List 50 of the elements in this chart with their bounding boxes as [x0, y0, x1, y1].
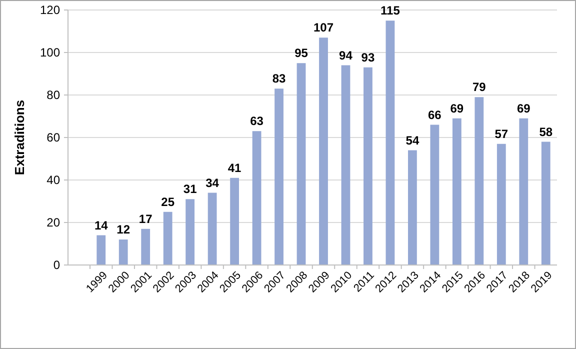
y-axis-title: Extraditions — [12, 100, 27, 176]
data-label: 17 — [138, 212, 153, 226]
bar — [341, 65, 350, 265]
bar — [408, 150, 417, 265]
bar — [274, 88, 284, 265]
data-label: 93 — [361, 50, 375, 64]
y-tick-label: 0 — [53, 258, 60, 272]
bar — [208, 192, 217, 265]
bar — [474, 97, 484, 265]
data-label: 115 — [380, 4, 400, 18]
data-label: 41 — [228, 160, 242, 175]
y-tick-label: 80 — [46, 88, 60, 102]
bar — [386, 20, 395, 265]
bar — [319, 38, 328, 265]
y-tick-label: 20 — [46, 216, 60, 230]
bar — [541, 142, 550, 265]
data-label: 69 — [516, 101, 531, 116]
data-label: 94 — [339, 48, 353, 62]
data-label: 79 — [472, 80, 486, 94]
data-label: 107 — [313, 20, 334, 35]
bar — [230, 178, 239, 265]
data-label: 25 — [161, 194, 175, 209]
bar — [296, 63, 306, 265]
data-label: 12 — [116, 222, 130, 236]
bar — [252, 131, 262, 265]
data-label: 14 — [94, 218, 108, 232]
data-label: 57 — [494, 126, 508, 141]
data-label: 66 — [428, 108, 442, 122]
data-label: 34 — [206, 176, 220, 190]
data-label: 83 — [272, 72, 286, 86]
y-tick-label: 120 — [40, 3, 60, 18]
data-label: 63 — [250, 114, 264, 128]
bar — [452, 118, 462, 265]
bar — [430, 124, 440, 265]
bar — [519, 118, 528, 265]
bar — [163, 212, 172, 265]
y-tick-label: 100 — [40, 46, 60, 60]
bar — [96, 235, 106, 265]
bar — [186, 199, 195, 265]
bar — [118, 240, 128, 265]
y-tick-label: 40 — [46, 173, 60, 188]
data-label: 54 — [406, 133, 420, 148]
bar — [364, 67, 372, 265]
y-tick-label: 60 — [46, 130, 60, 145]
data-label: 31 — [183, 182, 198, 196]
data-label: 69 — [450, 101, 464, 116]
data-label: 58 — [539, 124, 553, 139]
bar — [496, 144, 506, 265]
bar — [141, 228, 150, 265]
data-label: 95 — [294, 46, 308, 60]
